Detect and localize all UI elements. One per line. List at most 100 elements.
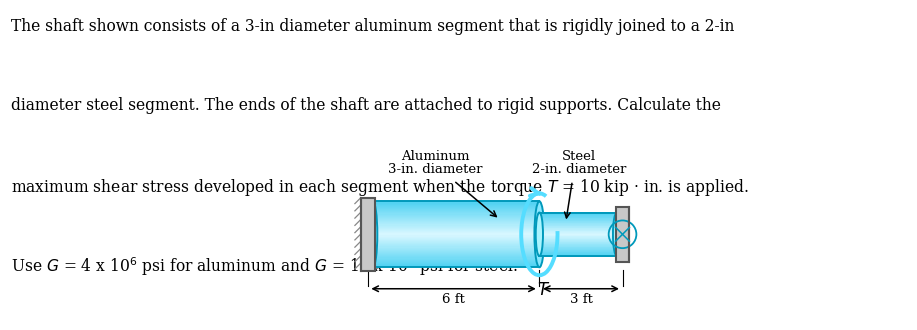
Bar [539, 249, 617, 250]
Bar [372, 209, 539, 210]
Bar [539, 233, 617, 234]
Bar [539, 229, 617, 230]
Bar [372, 220, 539, 221]
Bar [372, 252, 539, 253]
Bar [372, 258, 539, 260]
Bar [539, 218, 617, 219]
Bar [372, 242, 539, 243]
Bar [539, 245, 617, 246]
Bar [539, 242, 617, 243]
Bar [539, 238, 617, 239]
Bar [539, 253, 617, 254]
Bar [372, 214, 539, 215]
Bar [539, 245, 617, 246]
Bar [372, 223, 539, 224]
Bar [539, 252, 617, 253]
Bar [539, 213, 550, 256]
Text: 6 ft: 6 ft [442, 293, 465, 306]
Bar [539, 217, 617, 218]
Bar [372, 208, 539, 209]
Bar [539, 226, 617, 227]
Bar [539, 249, 617, 250]
Bar [615, 207, 629, 261]
Text: Use $G$ = 4 x 10$^6$ psi for aluminum and $G$ = 12 x 10$^6$ psi for steel.: Use $G$ = 4 x 10$^6$ psi for aluminum an… [11, 256, 518, 279]
Bar [539, 214, 617, 215]
Ellipse shape [368, 201, 377, 267]
Bar [539, 233, 617, 234]
Bar [372, 248, 539, 250]
Bar [372, 218, 539, 219]
Bar [372, 210, 539, 211]
Bar [372, 263, 539, 264]
Bar [539, 247, 617, 248]
Bar [372, 232, 539, 233]
Bar [539, 252, 617, 253]
Bar [539, 216, 617, 217]
Bar [539, 225, 617, 226]
Bar [539, 243, 617, 244]
Ellipse shape [535, 201, 545, 267]
Bar [539, 226, 617, 227]
Bar [372, 202, 539, 204]
Bar [372, 222, 539, 223]
Bar [539, 229, 617, 230]
Bar [372, 255, 539, 256]
Bar [539, 247, 617, 248]
Bar [539, 239, 617, 240]
Bar [372, 254, 539, 255]
Bar [372, 225, 539, 227]
Bar [539, 225, 617, 226]
Bar [539, 246, 617, 247]
Bar [539, 246, 617, 247]
Text: diameter steel segment. The ends of the shaft are attached to rigid supports. Ca: diameter steel segment. The ends of the … [11, 97, 721, 115]
Bar [539, 232, 617, 233]
Bar [372, 206, 539, 207]
Text: 3 ft: 3 ft [569, 293, 592, 306]
Bar [372, 264, 539, 265]
Bar [372, 245, 539, 247]
Bar [539, 231, 617, 232]
Bar [372, 257, 539, 258]
Bar [372, 217, 539, 218]
Bar [372, 228, 539, 229]
Bar [539, 241, 617, 242]
Bar [372, 266, 539, 267]
Bar [539, 250, 617, 251]
Bar [372, 256, 539, 257]
Bar [539, 255, 617, 256]
Bar [539, 224, 617, 225]
Bar [539, 222, 617, 223]
Bar [539, 219, 617, 220]
Bar [372, 211, 539, 212]
Bar [539, 213, 617, 214]
Bar [539, 242, 617, 243]
Bar [539, 237, 617, 238]
Bar [372, 240, 539, 241]
Bar [360, 198, 375, 271]
Bar [372, 239, 539, 240]
Bar [372, 251, 539, 252]
Bar [539, 216, 617, 217]
Text: $T$: $T$ [536, 282, 550, 300]
Bar [539, 227, 617, 228]
Bar [372, 224, 539, 225]
Bar [372, 253, 539, 254]
Text: Steel: Steel [562, 150, 596, 163]
Bar [539, 227, 617, 228]
Bar [539, 228, 617, 229]
Bar [539, 230, 617, 231]
Bar [372, 212, 539, 214]
Bar [539, 240, 617, 241]
Bar [539, 254, 617, 255]
Bar [539, 236, 617, 237]
Bar [372, 265, 539, 266]
Bar [372, 231, 539, 232]
Bar [539, 214, 617, 215]
Text: The shaft shown consists of a 3-in diameter aluminum segment that is rigidly joi: The shaft shown consists of a 3-in diame… [11, 18, 735, 35]
Bar [372, 250, 539, 251]
Bar [539, 221, 617, 222]
Text: maximum shear stress developed in each segment when the torque $T$ = 10 kip $\cd: maximum shear stress developed in each s… [11, 177, 749, 198]
Bar [372, 235, 539, 237]
Bar [539, 218, 617, 219]
Bar [372, 243, 539, 244]
